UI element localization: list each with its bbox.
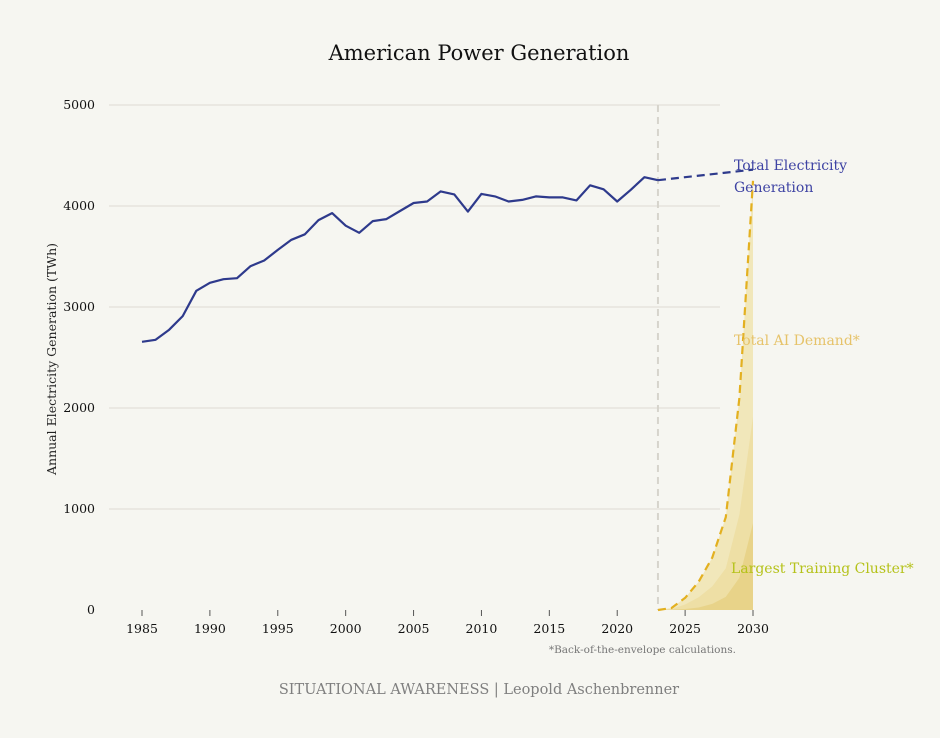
x-tick-2010: 2010 [466,621,498,636]
training-cluster-area [657,523,753,610]
y-tick-1000: 1000 [63,501,95,516]
x-tick-2030: 2030 [737,621,769,636]
x-tick-2025: 2025 [669,621,701,636]
x-tick-2015: 2015 [533,621,565,636]
ai-demand-mid-area [657,416,753,610]
ai-demand-area [657,180,753,611]
x-tick-1990: 1990 [194,621,226,636]
y-tick-2000: 2000 [63,400,95,415]
training-cluster-label: Largest Training Cluster* [731,561,914,577]
y-axis-label: Annual Electricity Generation (TWh) [44,243,59,476]
x-tick-2020: 2020 [601,621,633,636]
y-tick-5000: 5000 [63,97,95,112]
total-generation-label-line1: Total Electricity [734,158,847,174]
y-tick-4000: 4000 [63,198,95,213]
chart-title: American Power Generation [328,41,630,65]
total-generation-label: Total Electricity Generation [734,158,852,196]
series-line-1 [657,168,754,182]
y-axis-ticks: 0 1000 2000 3000 4000 5000 [63,97,95,617]
x-tick-1995: 1995 [262,621,294,636]
y-tick-3000: 3000 [63,299,95,314]
y-tick-0: 0 [87,602,95,617]
series-lines [141,168,755,612]
footnote: *Back-of-the-envelope calculations. [549,644,736,656]
total-generation-label-line2: Generation [734,180,813,196]
series-line-0 [141,176,659,343]
ai-demand-label: Total AI Demand* [734,333,860,349]
x-tick-2000: 2000 [330,621,362,636]
grid-lines [109,104,720,510]
x-tick-1985: 1985 [126,621,158,636]
credit-line: SITUATIONAL AWARENESS | Leopold Aschenbr… [279,682,679,698]
x-tick-2005: 2005 [398,621,430,636]
x-axis-ticks: 1985 1990 1995 2000 2005 2010 2015 2020 2025 2030 [126,610,769,636]
ai-demand-areas [657,180,753,611]
series-line-2 [657,180,755,612]
